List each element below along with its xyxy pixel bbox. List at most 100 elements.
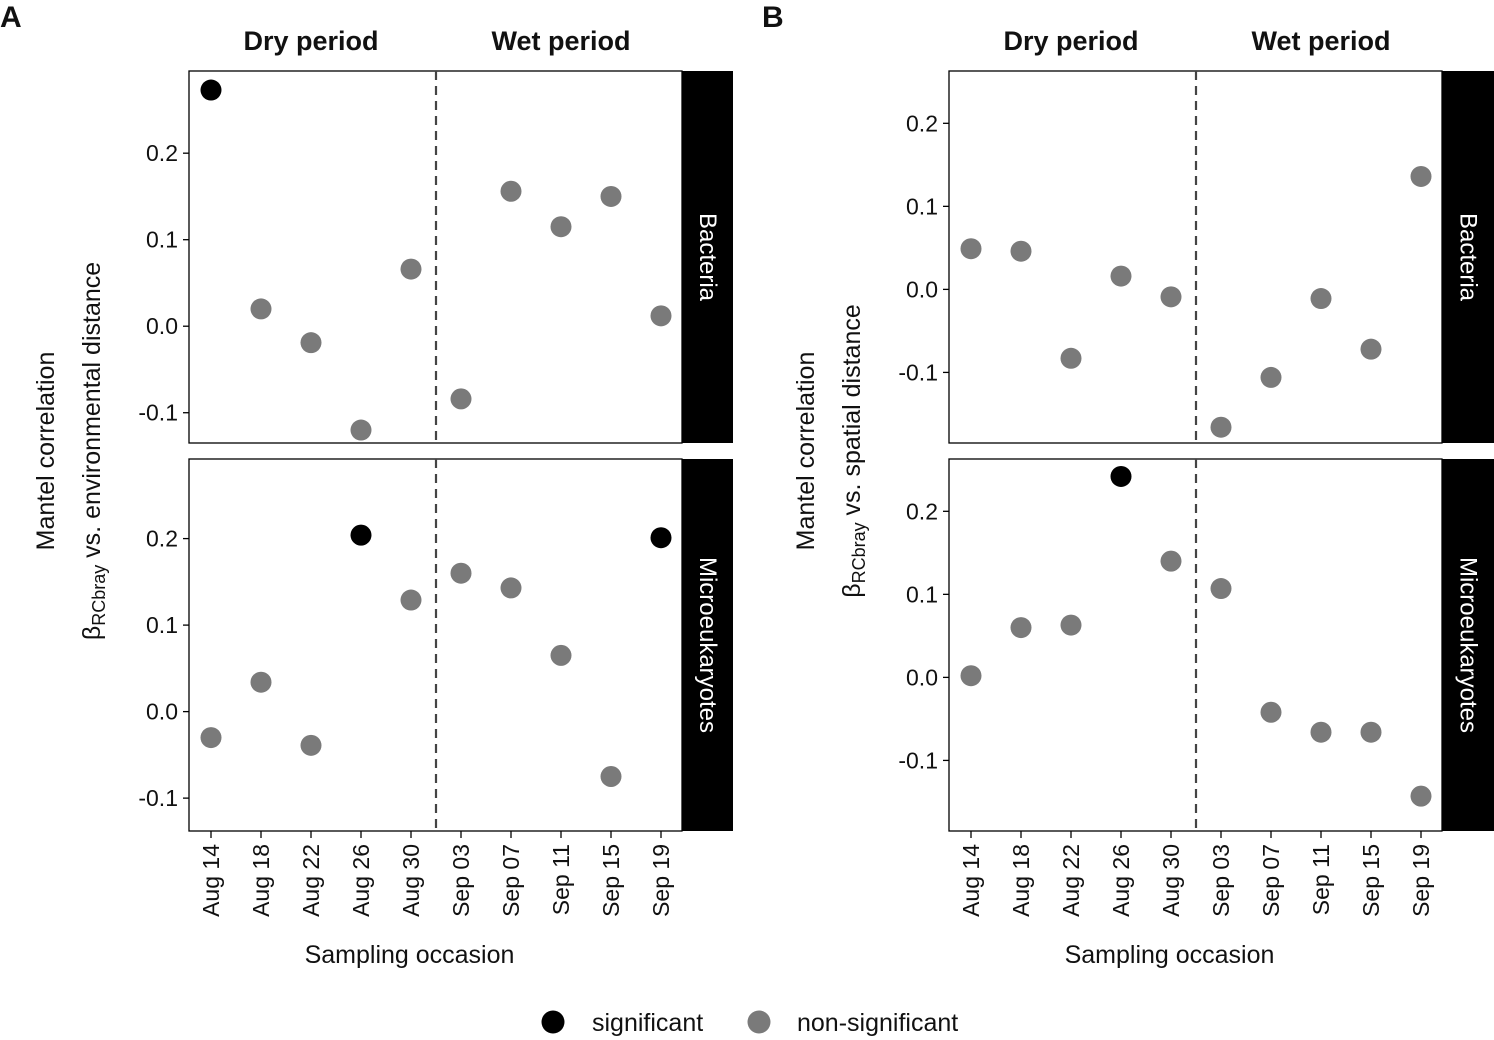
y-tick-label: -0.1	[138, 785, 178, 811]
y-tick-label: 0.0	[906, 664, 938, 690]
point-non-significant	[400, 589, 422, 611]
panel-a: A Dry period Wet period Bacteria -0.1 0.0 0.1 0…	[0, 1, 733, 969]
point-non-significant	[400, 258, 422, 280]
point-non-significant	[650, 305, 672, 327]
point-non-significant	[1160, 286, 1182, 308]
point-non-significant	[1310, 721, 1332, 743]
x-tick-label: Sep 15	[1358, 844, 1384, 917]
point-non-significant	[1210, 578, 1232, 600]
x-tick-label: Sep 11	[548, 844, 574, 915]
facet-strip-label: Microeukaryotes	[694, 557, 721, 733]
x-tick-label: Aug 18	[248, 844, 274, 917]
point-non-significant	[550, 644, 572, 666]
point-non-significant	[1260, 366, 1282, 388]
point-non-significant	[1060, 614, 1082, 636]
point-non-significant	[300, 734, 322, 756]
y-tick-label: -0.1	[898, 359, 938, 385]
y-axis-title-line2: βRCbray vs. spatial distance	[838, 304, 869, 598]
y-axis-title-rest: vs. environmental distance	[78, 262, 106, 565]
y-tick-label: 0.2	[146, 140, 178, 166]
y-tick-label: 0.0	[906, 276, 938, 302]
facet-strip	[1442, 71, 1494, 443]
y-tick-label: 0.2	[906, 110, 938, 136]
point-non-significant	[200, 727, 222, 749]
point-non-significant	[550, 216, 572, 238]
point-non-significant	[1360, 721, 1382, 743]
x-axis-title: Sampling occasion	[305, 941, 515, 969]
point-significant	[200, 79, 222, 101]
x-tick-label: Aug 22	[298, 844, 324, 917]
point-non-significant	[960, 238, 982, 260]
x-tick-label: Sep 15	[598, 844, 624, 917]
facet-strip	[682, 459, 733, 831]
point-non-significant	[250, 671, 272, 693]
panel-letter: B	[762, 1, 784, 34]
legend-label: significant	[592, 1009, 703, 1037]
point-non-significant	[1360, 338, 1382, 360]
x-tick-label: Aug 14	[198, 844, 224, 917]
point-non-significant	[1060, 347, 1082, 369]
point-non-significant	[960, 665, 982, 687]
point-non-significant	[1310, 288, 1332, 310]
panel-b: B Dry period Wet period Bacteria -0.1 0.0 0.1 0…	[762, 1, 1494, 969]
y-tick-label: -0.1	[898, 747, 938, 773]
point-non-significant	[300, 332, 322, 354]
x-tick-label: Sep 19	[648, 844, 674, 917]
point-non-significant	[450, 562, 472, 584]
y-axis-title-subscript: RCbray	[849, 522, 869, 583]
x-tick-label: Aug 22	[1058, 844, 1084, 917]
point-non-significant	[1010, 617, 1032, 639]
x-tick-label: Sep 03	[1208, 844, 1234, 917]
y-tick-label: 0.2	[906, 498, 938, 524]
y-tick-label: 0.0	[146, 699, 178, 725]
panel-letter: A	[0, 1, 22, 34]
point-non-significant	[500, 577, 522, 599]
facet-strip	[682, 71, 733, 443]
legend: significant non-significant	[541, 1009, 958, 1037]
point-significant	[650, 527, 672, 549]
point-non-significant	[1210, 416, 1232, 438]
y-tick-label: 0.1	[906, 193, 938, 219]
y-tick-label: -0.1	[138, 400, 178, 426]
point-significant	[350, 524, 372, 546]
y-axis-title-beta: β	[78, 626, 106, 640]
facet-strip-label: Microeukaryotes	[1455, 557, 1482, 733]
x-tick-label: Sep 07	[498, 844, 524, 917]
x-tick-label: Sep 03	[448, 844, 474, 917]
period-label-dry: Dry period	[243, 26, 378, 56]
y-axis-title-beta: β	[838, 583, 866, 597]
legend-label: non-significant	[797, 1009, 958, 1037]
legend-marker	[541, 1010, 565, 1034]
legend-marker	[747, 1010, 771, 1034]
point-non-significant	[1010, 240, 1032, 262]
point-non-significant	[450, 388, 472, 410]
x-tick-label: Aug 30	[1158, 844, 1184, 917]
facet-strip	[1442, 459, 1494, 831]
point-non-significant	[350, 419, 372, 441]
x-axis-title: Sampling occasion	[1065, 941, 1275, 969]
y-tick-label: 0.0	[146, 313, 178, 339]
point-non-significant	[600, 765, 622, 787]
period-label-dry: Dry period	[1003, 26, 1138, 56]
facet-strip-label: Bacteria	[694, 213, 721, 302]
point-non-significant	[1260, 701, 1282, 723]
x-tick-label: Aug 14	[958, 844, 984, 917]
y-tick-label: 0.1	[146, 612, 178, 638]
y-tick-label: 0.1	[906, 581, 938, 607]
x-tick-label: Sep 07	[1258, 844, 1284, 917]
x-tick-label: Sep 19	[1408, 844, 1434, 917]
x-tick-label: Aug 30	[398, 844, 424, 917]
y-axis-title-rest: vs. spatial distance	[838, 304, 866, 522]
point-non-significant	[1160, 550, 1182, 572]
x-tick-label: Aug 26	[348, 844, 374, 917]
period-label-wet: Wet period	[491, 26, 630, 56]
x-tick-label: Sep 11	[1308, 844, 1334, 915]
point-non-significant	[500, 180, 522, 202]
y-tick-label: 0.2	[146, 526, 178, 552]
point-non-significant	[250, 298, 272, 320]
point-significant	[1110, 465, 1132, 487]
x-tick-label: Aug 26	[1108, 844, 1134, 917]
y-axis-title-line2: βRCbray vs. environmental distance	[78, 262, 109, 640]
point-non-significant	[1410, 785, 1432, 807]
